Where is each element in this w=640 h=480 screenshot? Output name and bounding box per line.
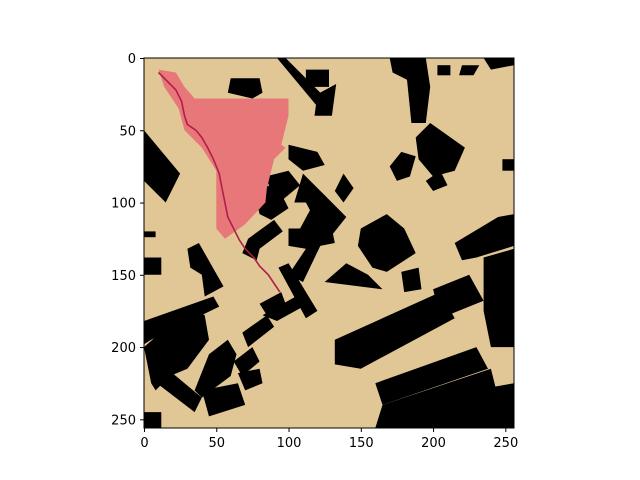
obstacle-3 <box>277 58 327 110</box>
obstacle-2 <box>227 78 263 99</box>
obstacle-40 <box>425 170 448 191</box>
obstacle-18 <box>262 296 303 321</box>
obstacle-22 <box>242 219 283 261</box>
obstacle-21 <box>288 228 335 282</box>
x-tick-label: 250 <box>493 436 518 451</box>
obstacle-5 <box>144 257 162 275</box>
obstacle-27 <box>300 209 325 239</box>
obstacle-20 <box>278 263 318 319</box>
obstacle-36 <box>483 248 514 348</box>
obstacle-12 <box>194 339 237 398</box>
obstacle-15 <box>201 383 246 417</box>
obstacle-30 <box>401 267 422 293</box>
x-axis: 0 50 100 150 200 250 <box>140 428 518 451</box>
y-tick-label: 200 <box>111 341 136 356</box>
path-line <box>157 71 281 293</box>
obstacle-33 <box>375 347 488 405</box>
obstacle-29 <box>357 214 416 272</box>
obstacle-11 <box>144 412 162 428</box>
obstacle-32 <box>433 274 484 319</box>
y-tick-label: 250 <box>111 413 136 428</box>
obstacle-44 <box>459 65 480 76</box>
obstacle-42 <box>389 58 431 123</box>
obstacles-layer <box>144 58 514 428</box>
y-tick-label: 150 <box>111 269 136 284</box>
x-tick-label: 0 <box>140 436 148 451</box>
obstacle-25 <box>294 173 347 239</box>
y-tick-label: 100 <box>111 197 136 212</box>
axes-frame <box>143 57 515 429</box>
y-axis: 0 50 100 150 200 250 <box>111 52 144 428</box>
path-layer <box>157 71 281 293</box>
obstacle-16 <box>242 315 275 348</box>
obstacle-41 <box>502 159 514 171</box>
obstacle-37 <box>473 383 514 428</box>
x-tick-label: 100 <box>277 436 302 451</box>
obstacle-24 <box>288 144 325 171</box>
explored-region <box>158 69 289 239</box>
plot-area <box>143 57 515 429</box>
obstacle-6 <box>187 243 224 297</box>
obstacle-0 <box>305 69 329 87</box>
obstacle-13 <box>233 347 260 376</box>
obstacle-4 <box>144 130 181 203</box>
obstacle-14 <box>237 368 263 391</box>
obstacle-19 <box>324 263 383 290</box>
obstacle-26 <box>334 173 354 203</box>
obstacle-35 <box>454 214 514 261</box>
obstacle-39 <box>415 123 465 177</box>
obstacle-17 <box>259 292 286 316</box>
obstacle-38 <box>389 151 416 181</box>
obstacle-31 <box>334 292 455 369</box>
y-tick-label: 0 <box>128 52 136 67</box>
obstacle-43 <box>437 65 451 76</box>
obstacle-10 <box>151 361 202 413</box>
obstacle-7 <box>144 231 156 238</box>
y-tick-label: 50 <box>119 124 136 139</box>
x-tick-label: 50 <box>208 436 225 451</box>
obstacle-34 <box>375 368 499 428</box>
explored-layer <box>158 69 289 239</box>
x-tick-label: 200 <box>421 436 446 451</box>
obstacle-45 <box>483 58 514 70</box>
x-tick-label: 150 <box>349 436 374 451</box>
